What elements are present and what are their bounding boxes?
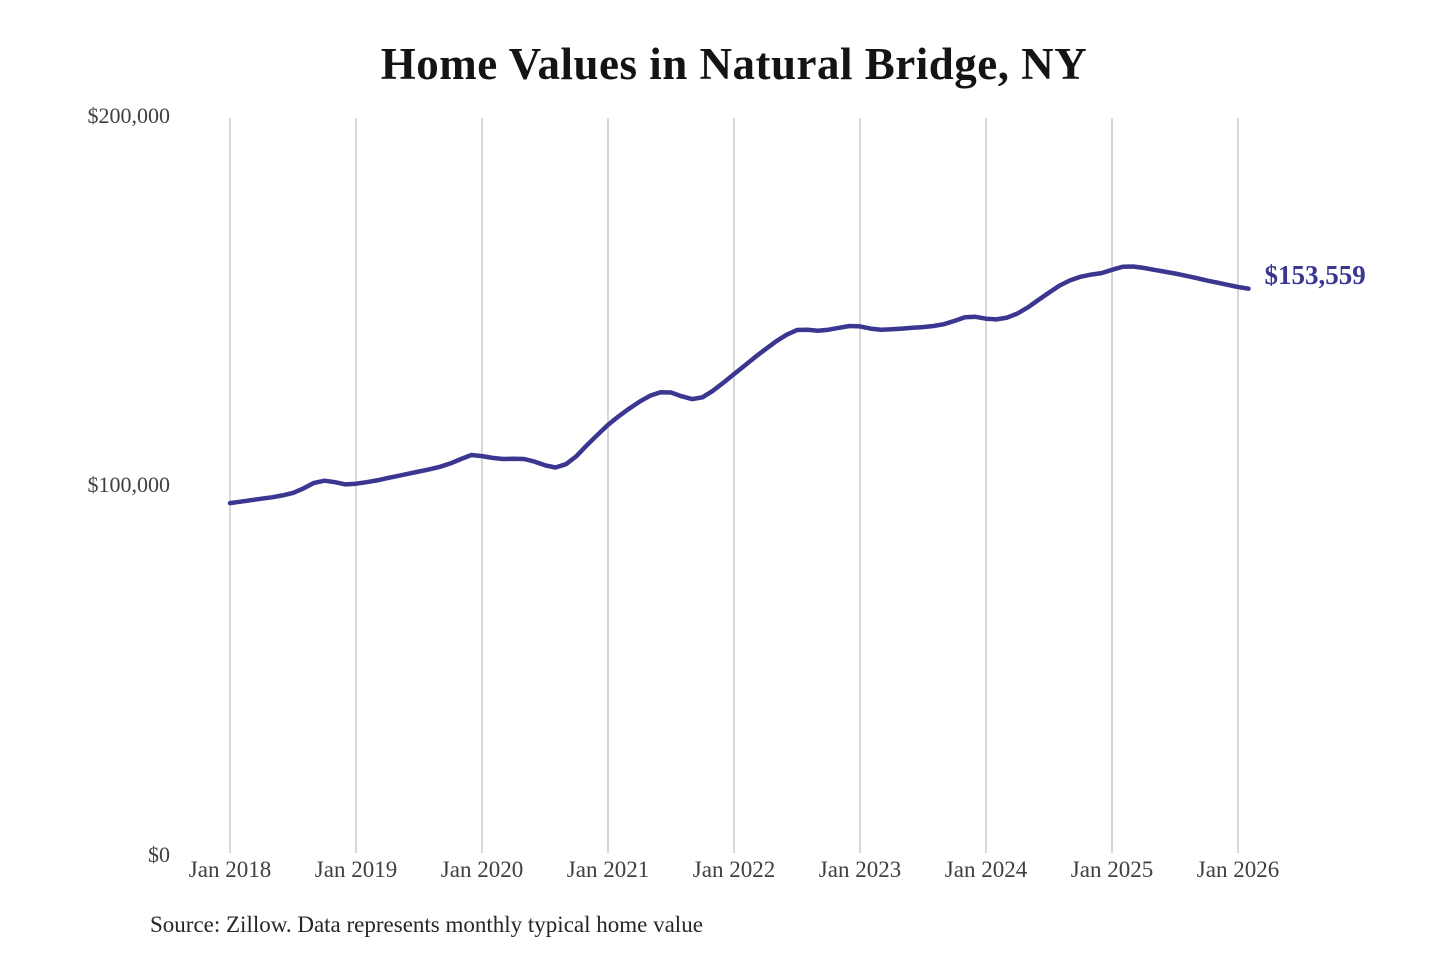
- x-tick-label: Jan 2019: [314, 857, 398, 882]
- x-tick-label: Jan 2026: [1196, 857, 1280, 882]
- x-tick-label: Jan 2025: [1070, 857, 1154, 882]
- x-tick-label: Jan 2024: [944, 857, 1028, 882]
- chart-title: Home Values in Natural Bridge, NY: [380, 39, 1088, 89]
- y-tick-label-0: $0: [148, 842, 170, 867]
- y-tick-label-200000: $200,000: [87, 103, 171, 128]
- source-note: Source: Zillow. Data represents monthly …: [150, 912, 703, 937]
- x-tick-label: Jan 2022: [692, 857, 776, 882]
- x-tick-label: Jan 2023: [818, 857, 902, 882]
- y-tick-label-100000: $100,000: [87, 472, 171, 497]
- x-tick-label: Jan 2018: [188, 857, 272, 882]
- x-tick-label: Jan 2021: [566, 857, 650, 882]
- x-tick-label: Jan 2020: [440, 857, 524, 882]
- value-line: [227, 264, 1251, 506]
- current-value-label: $153,559: [1264, 259, 1366, 290]
